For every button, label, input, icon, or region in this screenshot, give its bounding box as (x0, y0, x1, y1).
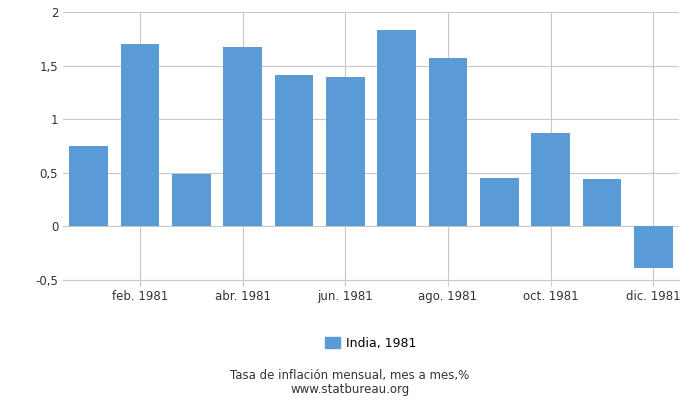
Bar (377, 30, 416, 226)
Bar (172, 174, 211, 226)
Bar (69, 146, 108, 226)
Bar (531, 133, 570, 226)
Bar (480, 178, 519, 226)
Bar (274, 75, 314, 226)
Bar (120, 44, 160, 226)
Bar (326, 77, 365, 226)
Bar (634, 226, 673, 268)
Text: www.statbureau.org: www.statbureau.org (290, 384, 410, 396)
Bar (428, 58, 468, 226)
Text: Tasa de inflación mensual, mes a mes,%: Tasa de inflación mensual, mes a mes,% (230, 370, 470, 382)
Bar (223, 47, 262, 226)
Legend: India, 1981: India, 1981 (320, 332, 422, 355)
Bar (582, 179, 622, 226)
